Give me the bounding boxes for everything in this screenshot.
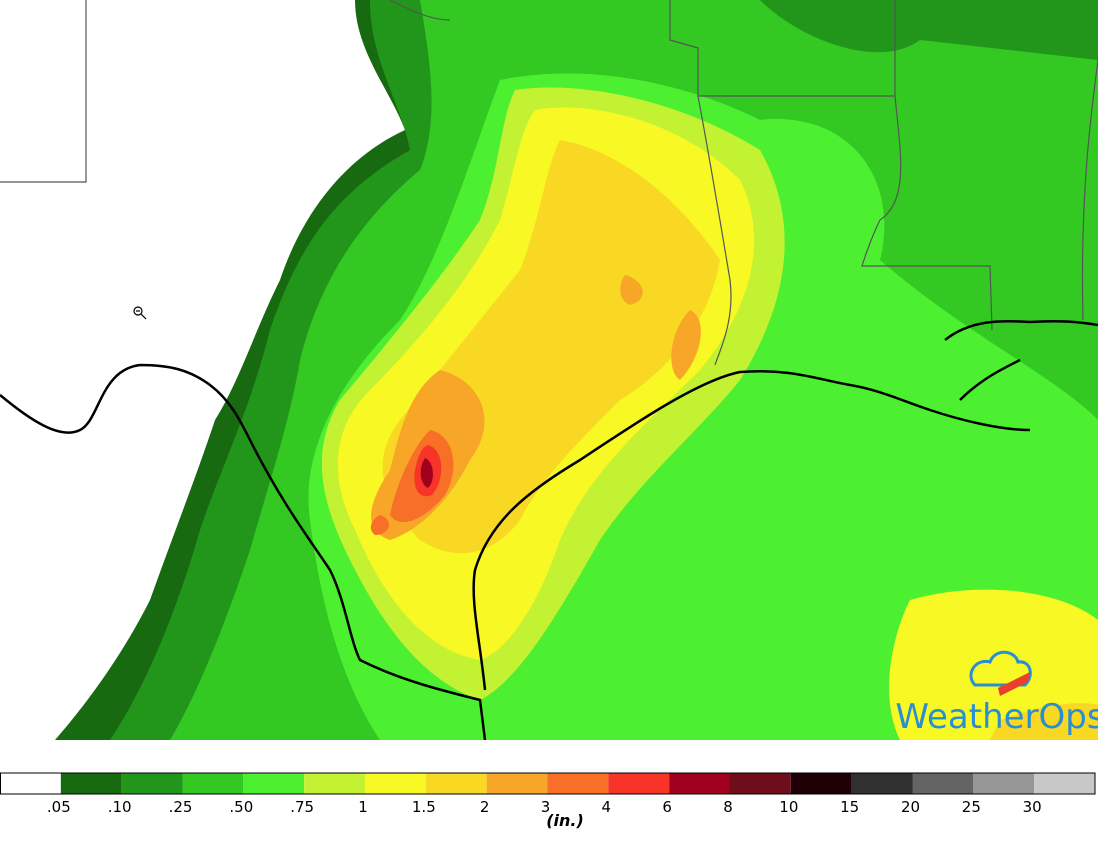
legend-label: 8 bbox=[723, 798, 733, 816]
legend-label: 10 bbox=[779, 798, 798, 816]
legend-swatch bbox=[486, 773, 548, 794]
legend-swatch bbox=[790, 773, 852, 794]
legend-swatch bbox=[425, 773, 487, 794]
legend-swatch bbox=[973, 773, 1035, 794]
legend-unit: (in.) bbox=[546, 811, 584, 830]
legend: (in.) .05 .10 .25 .50 .75 1 1.5 2 3 4 6 8 10 15 20 25 30 bbox=[0, 772, 1096, 830]
legend-label: 3 bbox=[541, 798, 551, 816]
legend-swatch bbox=[0, 773, 61, 794]
legend-label: 2 bbox=[480, 798, 490, 816]
legend-swatch bbox=[243, 773, 305, 794]
legend-label: 1.5 bbox=[412, 798, 436, 816]
legend-swatch bbox=[669, 773, 730, 794]
legend-label: .50 bbox=[229, 798, 253, 816]
legend-swatch bbox=[1034, 773, 1095, 794]
legend-label: .05 bbox=[47, 798, 71, 816]
legend-swatch bbox=[608, 773, 670, 794]
legend-label: 30 bbox=[1023, 798, 1042, 816]
legend-swatch bbox=[365, 773, 426, 794]
legend-swatch bbox=[547, 773, 609, 794]
precip-map: WeatherOps bbox=[0, 0, 1098, 741]
legend-label: 1 bbox=[358, 798, 368, 816]
legend-label: 15 bbox=[840, 798, 859, 816]
precip-2-gulf bbox=[990, 703, 1098, 740]
legend-label: 25 bbox=[962, 798, 981, 816]
legend-label: .75 bbox=[290, 798, 314, 816]
coastline bbox=[0, 319, 1098, 741]
legend-label: 4 bbox=[602, 798, 612, 816]
precip-3 bbox=[371, 275, 701, 540]
legend-swatch bbox=[121, 773, 183, 794]
state-borders bbox=[0, 0, 1098, 366]
legend-swatch bbox=[60, 773, 122, 794]
legend-swatch bbox=[182, 773, 244, 794]
legend-swatch bbox=[304, 773, 365, 794]
no-precip-area bbox=[0, 0, 405, 740]
zoom-icon bbox=[133, 306, 147, 320]
legend-label: .25 bbox=[169, 798, 193, 816]
legend-swatch bbox=[730, 773, 791, 794]
precip-8 bbox=[420, 458, 433, 488]
legend-label: 6 bbox=[662, 798, 672, 816]
logo-icon bbox=[969, 650, 1032, 696]
precip-1-5-gulf bbox=[889, 589, 1098, 740]
legend-frame bbox=[0, 772, 1096, 795]
legend-swatch bbox=[912, 773, 974, 794]
logo-text: WeatherOps bbox=[895, 697, 1098, 737]
legend-label: .10 bbox=[108, 798, 132, 816]
legend-swatch bbox=[851, 773, 913, 794]
legend-label: 20 bbox=[901, 798, 920, 816]
